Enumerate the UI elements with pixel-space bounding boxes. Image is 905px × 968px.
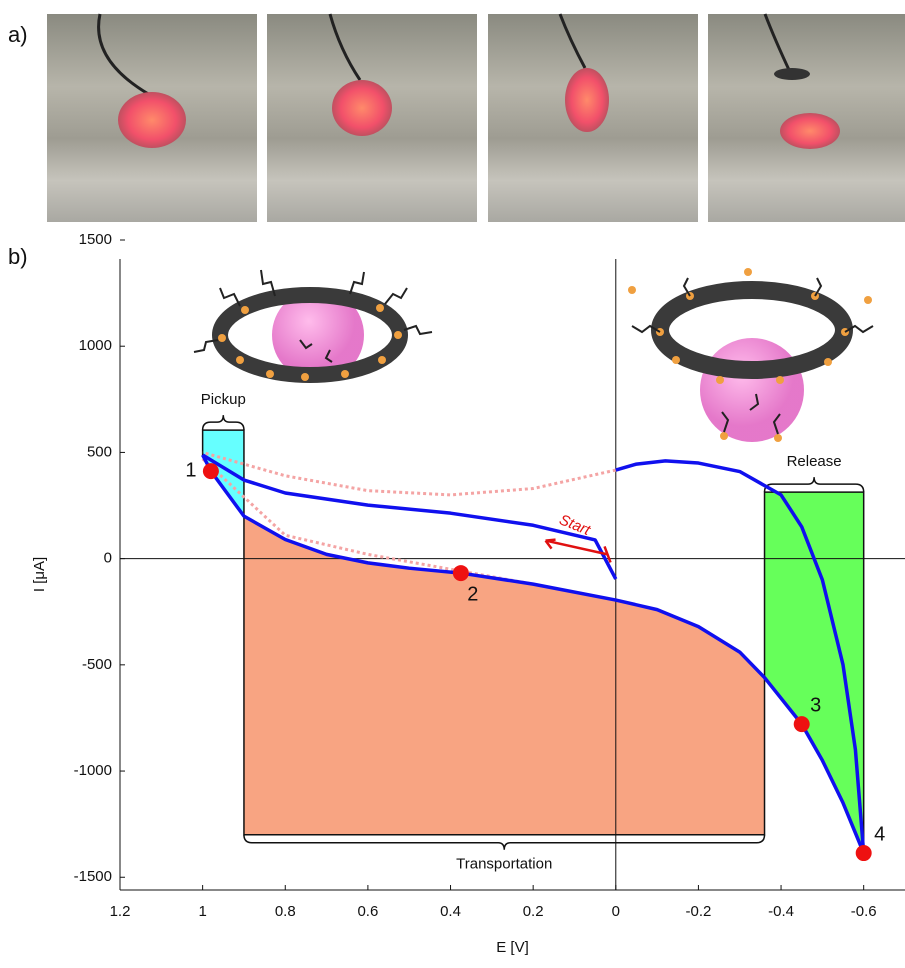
x-tick-label: -0.4 <box>768 903 794 920</box>
y-tick-label: -1000 <box>74 762 112 779</box>
x-tick-label: 0.6 <box>357 903 378 920</box>
brace <box>765 477 864 492</box>
x-tick-label: 0.2 <box>523 903 544 920</box>
y-axis-label: I [μA] <box>31 557 48 592</box>
plot: Pickup Transportation Release 1500 1000 500 0 -… <box>31 231 905 956</box>
x-tick-label: 1.2 <box>110 903 131 920</box>
x-tick-label: 0.8 <box>275 903 296 920</box>
x-tick-label: 0 <box>612 903 620 920</box>
region-label: Release <box>787 453 842 470</box>
y-tick-label: 500 <box>87 443 112 460</box>
x-tick-label: -0.2 <box>685 903 711 920</box>
brace <box>244 835 765 850</box>
region <box>765 492 864 853</box>
x-tick-label: 1 <box>198 903 206 920</box>
x-tick-label: -0.6 <box>851 903 877 920</box>
illustration-pickup <box>194 270 432 381</box>
photo-strip <box>47 14 905 222</box>
x-axis-label: E [V] <box>496 939 529 956</box>
marker <box>453 565 469 581</box>
marker <box>203 463 219 479</box>
figure: a) b) PickupTransportationRelease1500100… <box>0 0 905 963</box>
marker <box>794 716 810 732</box>
panel-label: a) <box>8 22 28 47</box>
region-label: Transportation <box>456 856 552 873</box>
series-line <box>203 452 616 494</box>
marker-label: 4 <box>874 823 885 845</box>
panel-label: b) <box>8 244 28 269</box>
marker <box>856 845 872 861</box>
marker-label: 3 <box>810 694 821 716</box>
y-tick-label: -1500 <box>74 868 112 885</box>
x-tick-label: 0.4 <box>440 903 461 920</box>
marker-label: 2 <box>467 583 478 605</box>
illustration-release <box>628 268 873 442</box>
y-tick-label: -500 <box>82 656 112 673</box>
marker-label: 1 <box>185 459 196 481</box>
region <box>244 516 765 835</box>
y-tick-label: 0 <box>104 550 112 567</box>
brace <box>203 415 244 430</box>
region-label: Pickup <box>201 391 246 408</box>
y-tick-label: 1000 <box>79 337 112 354</box>
y-tick-label: 1500 <box>79 231 112 248</box>
